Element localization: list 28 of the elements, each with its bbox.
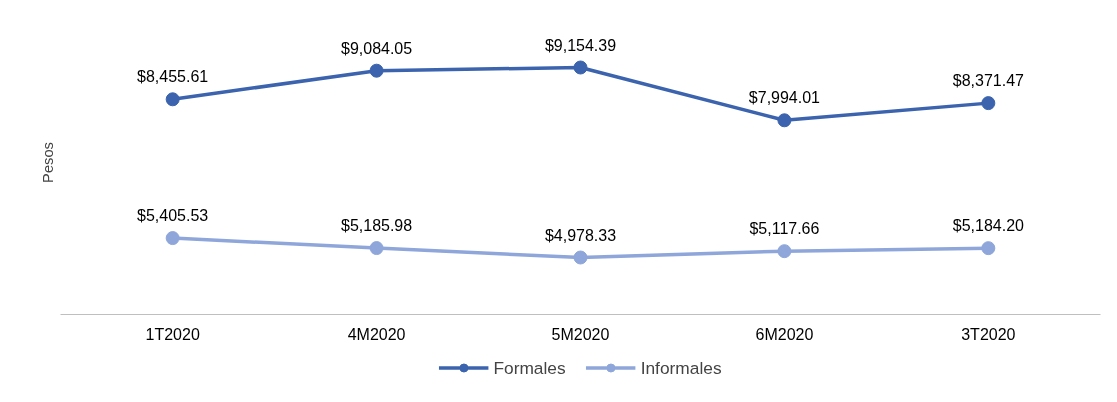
legend-label: Formales: [493, 357, 566, 378]
data-label: $5,184.20: [952, 217, 1025, 235]
data-label: $4,978.33: [544, 226, 617, 244]
data-label: $9,154.39: [544, 36, 617, 54]
point: [369, 63, 384, 78]
legend-label: Informales: [640, 357, 722, 378]
point: [369, 241, 384, 256]
data-label: $7,994.01: [748, 89, 821, 107]
y-axis-title: Pesos: [39, 142, 56, 183]
point: [777, 244, 792, 259]
x-tick-label: 6M2020: [755, 325, 814, 343]
x-tick-label: 4M2020: [347, 325, 406, 343]
point: [777, 113, 792, 128]
x-tick-label: 5M2020: [551, 325, 610, 343]
data-label: $5,405.53: [137, 207, 209, 225]
point: [573, 250, 588, 265]
point: [981, 241, 996, 256]
point: [165, 92, 180, 107]
point: [165, 231, 180, 246]
data-label: $5,185.98: [340, 217, 413, 235]
data-label: $8,455.61: [137, 68, 209, 86]
data-label: $9,084.05: [340, 39, 413, 57]
data-label: $5,117.66: [749, 220, 820, 238]
x-tick-label: 3T2020: [961, 325, 1016, 343]
data-label: $8,371.47: [952, 72, 1025, 90]
point: [981, 96, 996, 111]
point: [573, 60, 588, 75]
x-tick-label: 1T2020: [145, 325, 200, 343]
